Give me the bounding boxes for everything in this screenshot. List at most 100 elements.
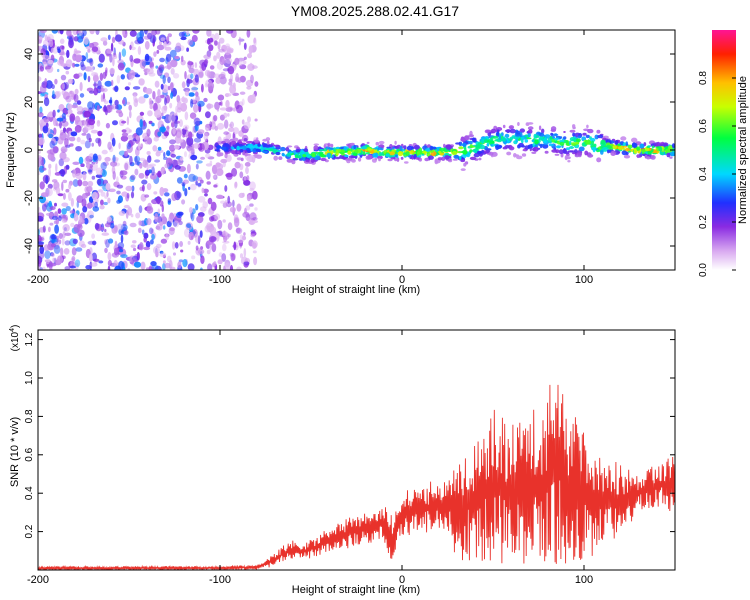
spectrogram-noise-blob (130, 174, 136, 181)
spectrogram-ridge-blob (230, 140, 237, 145)
spectrogram-ridge-blob (625, 141, 628, 147)
spectrogram-noise-blob (83, 110, 91, 118)
spectrogram-ridge-blob (610, 144, 614, 147)
spectrogram-ridge-blob (399, 145, 403, 152)
spectrogram-ridge-blob (232, 137, 239, 142)
spectrogram-ridge-blob (388, 151, 395, 156)
spectrogram-noise-blob (111, 103, 117, 110)
spectrogram-ridge-blob (525, 137, 532, 140)
spectrogram-ridge-blob (577, 135, 582, 139)
spectrogram-noise-blob (182, 134, 186, 138)
spectrogram-noise-blob (234, 57, 240, 65)
spectrogram-noise-blob (97, 130, 103, 137)
spectrogram-noise-blob (195, 91, 199, 97)
x-tick-label: 100 (575, 574, 593, 586)
spectrogram-ridge-blob (376, 155, 383, 160)
spectrogram-noise-blob (77, 229, 85, 237)
spectrogram-noise-blob (175, 42, 182, 50)
spectrogram-noise-blob (227, 195, 231, 204)
spectrogram-ridge-blob (216, 151, 222, 157)
spectrogram-noise-blob (91, 142, 94, 147)
spectrogram-noise-blob (141, 59, 147, 67)
spectrogram-marks (38, 30, 675, 270)
spectrogram-noise-blob (206, 70, 212, 79)
spectrogram-ridge-blob (375, 141, 380, 146)
spectrogram-noise-blob (69, 113, 76, 122)
spectrogram-noise-blob (104, 222, 111, 228)
spectrogram-noise-blob (116, 75, 121, 84)
spectrogram-noise-blob (110, 42, 114, 52)
spectrogram-noise-blob (217, 41, 221, 50)
spectrogram-noise-blob (188, 173, 196, 182)
spectrogram-ridge-blob (220, 146, 225, 150)
spectrogram-noise-blob (222, 243, 227, 252)
spectrogram-noise-blob (112, 154, 116, 164)
spectrogram-ridge-blob (391, 149, 397, 152)
spectrogram-noise-blob (80, 163, 85, 167)
spectrogram-noise-blob (187, 263, 195, 270)
spectrogram-ridge-blob (458, 146, 464, 150)
spectrogram-noise-blob (186, 163, 191, 174)
spectrogram-noise-blob (206, 103, 212, 110)
spectrogram-noise-blob (251, 242, 257, 250)
spectrogram-noise-blob (193, 137, 202, 143)
spectrogram-noise-blob (55, 163, 58, 173)
spectrogram-noise-blob (164, 192, 170, 197)
spectrogram-noise-blob (98, 226, 105, 231)
spectrogram-noise-blob (193, 117, 201, 127)
spectrogram-ridge-blob (462, 142, 467, 147)
spectrogram-noise-blob (151, 122, 155, 127)
spectrogram-noise-blob (142, 160, 146, 166)
spectrogram-noise-blob (230, 73, 233, 83)
spectrogram-noise-blob (187, 60, 192, 69)
spectrogram-noise-blob (191, 255, 196, 260)
spectrogram-noise-blob (239, 91, 246, 95)
spectrogram-noise-blob (71, 256, 76, 262)
spectrogram-noise-blob (43, 61, 47, 65)
spectrogram-noise-blob (38, 260, 42, 267)
spectrogram-noise-blob (203, 97, 208, 103)
spectrogram-noise-blob (112, 170, 116, 180)
spectrogram-noise-blob (59, 120, 62, 129)
y-tick-label: -40 (23, 238, 35, 254)
spectrogram-noise-blob (122, 220, 127, 227)
spectrogram-noise-blob (201, 187, 205, 194)
spectrogram-noise-blob (73, 212, 79, 222)
spectrogram-noise-blob (200, 246, 204, 250)
spectrogram-noise-blob (41, 192, 49, 198)
spectrogram-noise-blob (215, 162, 221, 168)
spectrogram-noise-blob (223, 131, 229, 135)
spectrogram-ridge-blob (378, 140, 385, 145)
spectrogram-noise-blob (170, 68, 175, 75)
spectrogram-noise-blob (87, 186, 93, 192)
spectrogram-noise-blob (207, 263, 213, 270)
spectrogram-ridge-blob (568, 146, 575, 149)
spectrogram-noise-blob (236, 157, 242, 161)
spectrogram-noise-blob (136, 32, 143, 42)
x-tick-label: -200 (27, 574, 49, 586)
spectrogram-noise-blob (146, 218, 152, 226)
spectrogram-noise-blob (139, 242, 144, 251)
spectrogram-ridge-blob (400, 156, 404, 160)
spectrogram-noise-blob (246, 194, 251, 202)
spectrogram-ridge-blob (249, 140, 253, 144)
spectrogram-noise-blob (149, 100, 154, 105)
spectrogram-noise-blob (70, 197, 74, 207)
spectrogram-noise-blob (143, 232, 149, 239)
spectrogram-ridge-blob (458, 156, 462, 160)
spectrogram-ridge-blob (411, 154, 414, 160)
y-tick-label: 0.8 (24, 409, 35, 423)
spectrogram-noise-blob (151, 233, 155, 241)
spectrogram-noise-blob (232, 199, 235, 208)
spectrogram-noise-blob (201, 83, 204, 93)
spectrogram-noise-blob (67, 78, 74, 84)
spectrogram-noise-blob (69, 265, 77, 269)
spectrogram-noise-blob (205, 163, 213, 167)
spectrogram-ridge-blob (563, 136, 567, 140)
y-tick-label: 0.6 (24, 447, 35, 461)
spectrogram-noise-blob (174, 55, 180, 60)
spectrogram-ridge-blob (264, 148, 271, 151)
spectrogram-noise-blob (170, 92, 174, 99)
spectrogram-ridge-blob (374, 157, 378, 161)
